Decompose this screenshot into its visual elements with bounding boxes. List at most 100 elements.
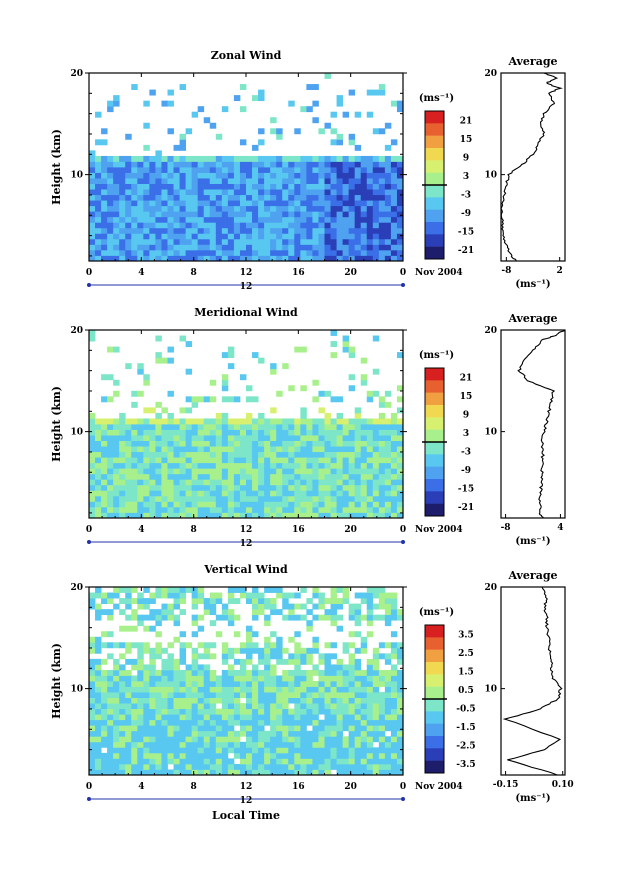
heatmap-cell xyxy=(191,167,199,173)
heatmap-cell xyxy=(312,708,319,715)
heatmap-cell xyxy=(149,473,156,480)
heatmap-cell xyxy=(197,625,205,632)
heatmap-cell xyxy=(149,211,156,218)
heatmap-cell xyxy=(336,238,344,245)
heatmap-cell xyxy=(203,446,211,453)
day-span-label: 12 xyxy=(240,796,253,806)
heatmap-cell xyxy=(360,255,368,262)
heatmap-cell xyxy=(378,194,386,201)
heatmap-cell xyxy=(95,479,102,486)
heatmap-cell xyxy=(384,155,392,162)
heatmap-cell xyxy=(324,501,331,508)
heatmap-cell xyxy=(125,703,132,710)
heatmap-cell xyxy=(101,730,108,737)
heatmap-cell xyxy=(324,161,331,168)
heatmap-cell xyxy=(336,233,344,240)
heatmap-cell xyxy=(155,222,162,229)
heatmap-cell xyxy=(107,418,114,425)
heatmap-cell xyxy=(197,642,205,649)
heatmap-cell xyxy=(258,189,265,196)
heatmap-cell xyxy=(185,167,193,173)
heatmap-cell xyxy=(300,211,307,218)
heatmap-cell xyxy=(173,620,180,627)
colorbar-segment xyxy=(425,135,444,149)
heatmap-cell xyxy=(107,719,114,726)
heatmap-cell xyxy=(161,233,168,240)
date-label: Nov 2004 xyxy=(415,268,463,278)
heatmap-cell xyxy=(276,435,283,441)
heatmap-cell xyxy=(336,457,344,464)
heatmap-cell xyxy=(282,763,289,770)
heatmap-cell xyxy=(330,741,337,748)
heatmap-cell xyxy=(149,697,156,704)
heatmap-cell xyxy=(324,708,331,715)
heatmap-cell xyxy=(264,636,271,643)
heatmap-cell xyxy=(366,205,374,212)
heatmap-cell xyxy=(167,653,174,660)
heatmap-cell xyxy=(372,692,380,698)
heatmap-cell xyxy=(203,183,211,190)
heatmap-cell xyxy=(366,429,374,436)
heatmap-cell xyxy=(155,446,162,453)
heatmap-cell xyxy=(221,155,229,162)
heatmap-cell xyxy=(89,598,96,604)
heatmap-cell xyxy=(318,512,325,519)
heatmap-cell xyxy=(185,451,193,458)
heatmap-cell xyxy=(89,222,96,229)
panel-title: Zonal Wind xyxy=(211,49,282,62)
heatmap-cell xyxy=(330,249,337,256)
heatmap-cell xyxy=(131,598,138,604)
heatmap-cell xyxy=(360,725,368,732)
heatmap-cell xyxy=(276,763,283,770)
heatmap-cell xyxy=(330,473,337,480)
heatmap-cell xyxy=(185,468,193,475)
heatmap-cell xyxy=(155,424,162,430)
heatmap-cell xyxy=(396,703,404,710)
heatmap-cell xyxy=(342,758,350,765)
heatmap-cell xyxy=(215,490,223,497)
heatmap-cell xyxy=(107,741,114,748)
colorbar-tick-label: 0.5 xyxy=(458,686,474,696)
heatmap-cell xyxy=(239,255,247,262)
heatmap-cell xyxy=(203,686,211,693)
heatmap-cell xyxy=(215,429,223,436)
heatmap-cell xyxy=(155,512,162,519)
heatmap-cell xyxy=(396,457,404,464)
heatmap-cell xyxy=(101,222,108,229)
heatmap-cell xyxy=(137,418,144,425)
heatmap-cell xyxy=(155,167,162,173)
heatmap-cell xyxy=(270,653,277,660)
heatmap-cell xyxy=(390,178,398,184)
heatmap-cell xyxy=(342,227,350,234)
heatmap-cell xyxy=(101,457,108,464)
heatmap-cell xyxy=(348,451,356,458)
heatmap-cell xyxy=(239,506,247,513)
heatmap-cell xyxy=(209,495,217,502)
heatmap-cell xyxy=(360,512,368,519)
colorbar-tick-label: 15 xyxy=(460,392,473,402)
heatmap-cell xyxy=(221,352,229,359)
heatmap-cell xyxy=(185,664,193,671)
heatmap-cell xyxy=(143,144,150,151)
heatmap-cell xyxy=(89,741,96,748)
heatmap-cell xyxy=(131,642,138,649)
heatmap-cell xyxy=(366,598,374,604)
heatmap-cell xyxy=(215,598,223,604)
heatmap-cell xyxy=(366,703,374,710)
heatmap-cell xyxy=(336,100,344,107)
heatmap-cell xyxy=(366,396,374,403)
heatmap-cell xyxy=(354,429,362,436)
heatmap-cell xyxy=(143,741,150,748)
heatmap-cell xyxy=(258,418,265,425)
heatmap-cell xyxy=(89,501,96,508)
heatmap-cell xyxy=(179,681,187,687)
heatmap-cell xyxy=(233,614,241,621)
heatmap-cell xyxy=(264,697,271,704)
heatmap-cell xyxy=(354,675,362,682)
heatmap-cell xyxy=(197,451,205,458)
heatmap-cell xyxy=(149,435,156,441)
heatmap-cell xyxy=(396,244,404,251)
heatmap-cell xyxy=(143,730,150,737)
heatmap-cell xyxy=(143,407,150,414)
heatmap-cell xyxy=(318,167,325,173)
